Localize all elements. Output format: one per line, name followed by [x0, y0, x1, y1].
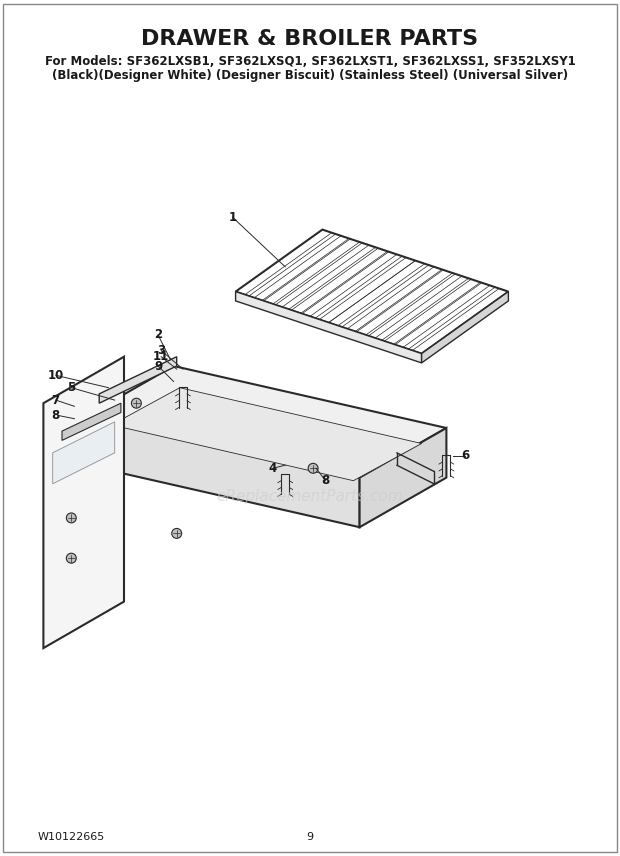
- Polygon shape: [99, 357, 177, 403]
- Text: 6: 6: [461, 449, 469, 462]
- Polygon shape: [236, 292, 422, 363]
- Polygon shape: [62, 403, 121, 440]
- Text: 11: 11: [153, 350, 169, 363]
- Polygon shape: [87, 366, 446, 478]
- Text: For Models: SF362LXSB1, SF362LXSQ1, SF362LXST1, SF362LXSS1, SF352LXSY1: For Models: SF362LXSB1, SF362LXSQ1, SF36…: [45, 55, 575, 68]
- Text: W10122665: W10122665: [37, 832, 104, 842]
- Circle shape: [66, 513, 76, 523]
- Polygon shape: [112, 388, 422, 481]
- Text: 10: 10: [48, 369, 64, 382]
- Text: 2: 2: [154, 329, 162, 342]
- Polygon shape: [87, 416, 360, 527]
- Text: 8: 8: [321, 474, 330, 487]
- Text: 5: 5: [67, 381, 76, 395]
- Text: 1: 1: [228, 211, 237, 223]
- Circle shape: [172, 528, 182, 538]
- Polygon shape: [360, 428, 446, 527]
- Text: 9: 9: [306, 832, 314, 842]
- Text: 7: 7: [51, 394, 60, 407]
- Text: 9: 9: [154, 360, 162, 372]
- Text: 3: 3: [157, 344, 166, 357]
- Circle shape: [308, 463, 318, 473]
- Circle shape: [66, 553, 76, 563]
- Polygon shape: [53, 422, 115, 484]
- Text: eReplacementParts.com: eReplacementParts.com: [216, 489, 404, 503]
- Text: (Black)(Designer White) (Designer Biscuit) (Stainless Steel) (Universal Silver): (Black)(Designer White) (Designer Biscui…: [52, 68, 568, 82]
- Polygon shape: [422, 292, 508, 363]
- Polygon shape: [43, 357, 124, 648]
- Text: 4: 4: [268, 461, 277, 475]
- Circle shape: [131, 398, 141, 408]
- Text: 8: 8: [51, 409, 60, 422]
- Text: DRAWER & BROILER PARTS: DRAWER & BROILER PARTS: [141, 28, 479, 49]
